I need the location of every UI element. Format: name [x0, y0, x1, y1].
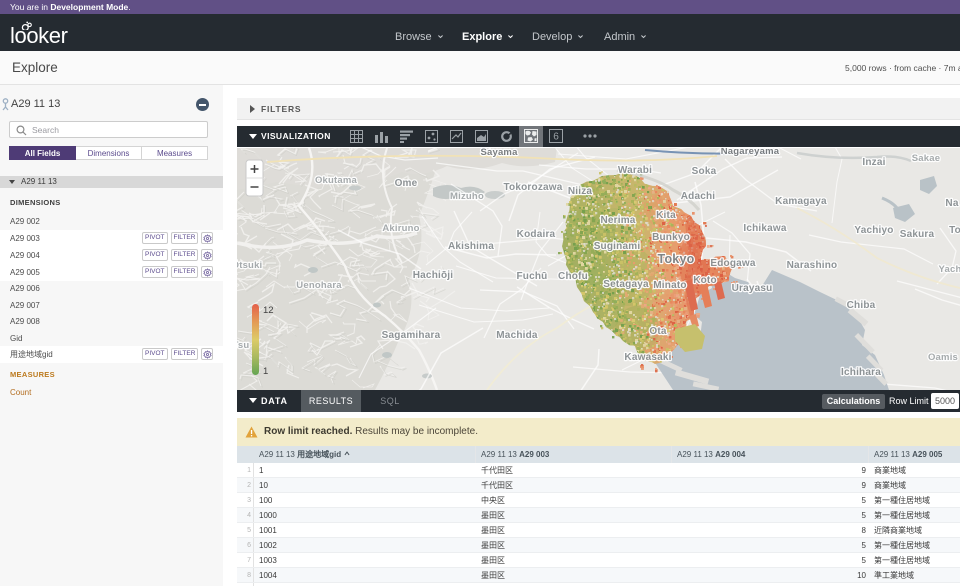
svg-text:Kodaira: Kodaira — [517, 229, 556, 240]
svg-text:Setagaya: Setagaya — [603, 279, 649, 290]
svg-text:Tsu: Tsu — [237, 340, 249, 351]
svg-text:Ome: Ome — [395, 178, 418, 189]
svg-text:Mizuho: Mizuho — [450, 191, 484, 202]
svg-text:Yach: Yach — [939, 264, 960, 275]
svg-text:1: 1 — [263, 366, 268, 377]
svg-text:To: To — [949, 225, 960, 236]
svg-text:6: 6 — [553, 132, 559, 143]
svg-text:Niiza: Niiza — [568, 186, 593, 197]
svg-text:Akishima: Akishima — [448, 241, 494, 252]
svg-text:Oamis: Oamis — [928, 352, 958, 363]
svg-text:Bunkyo: Bunkyo — [652, 232, 690, 243]
svg-text:Na: Na — [945, 198, 958, 209]
svg-text:Sakae: Sakae — [912, 153, 940, 164]
svg-text:Akiruno: Akiruno — [382, 223, 419, 234]
svg-text:Chiba: Chiba — [847, 300, 876, 311]
svg-text:Nagareyama: Nagareyama — [721, 148, 780, 157]
svg-text:Kamagaya: Kamagaya — [775, 196, 827, 207]
svg-text:Nerima: Nerima — [600, 215, 635, 226]
svg-text:Fuchū: Fuchū — [517, 271, 548, 282]
svg-text:Kawasaki: Kawasaki — [624, 352, 671, 363]
svg-text:Uenohara: Uenohara — [296, 280, 342, 291]
svg-text:Kita: Kita — [656, 210, 676, 221]
svg-text:Narashino: Narashino — [787, 260, 838, 271]
svg-text:Warabi: Warabi — [618, 165, 652, 176]
svg-text:Koto: Koto — [693, 275, 717, 286]
svg-text:Tokorozawa: Tokorozawa — [503, 182, 562, 193]
svg-text:Soka: Soka — [692, 166, 717, 177]
svg-text:Yachiyo: Yachiyo — [854, 225, 893, 236]
svg-text:Sayama: Sayama — [480, 148, 518, 158]
svg-text:Ota: Ota — [649, 326, 667, 337]
svg-text:Minato: Minato — [653, 280, 686, 291]
svg-text:Edogawa: Edogawa — [710, 258, 756, 269]
svg-text:Inzai: Inzai — [862, 157, 885, 168]
svg-text:Adachi: Adachi — [681, 191, 716, 202]
svg-text:Sagamihara: Sagamihara — [382, 330, 441, 341]
svg-text:Ichikawa: Ichikawa — [743, 223, 787, 234]
svg-text:12: 12 — [263, 305, 274, 316]
svg-text:Ōtsuki: Ōtsuki — [237, 260, 262, 271]
svg-text:Machida: Machida — [496, 330, 538, 341]
svg-text:Tokyo: Tokyo — [658, 252, 695, 266]
svg-text:Suginami: Suginami — [594, 241, 641, 252]
svg-text:Sakura: Sakura — [900, 229, 935, 240]
svg-text:Chofu: Chofu — [558, 271, 588, 282]
svg-text:Urayasu: Urayasu — [732, 283, 773, 294]
svg-text:Okutama: Okutama — [315, 175, 358, 186]
svg-text:Ichihara: Ichihara — [841, 367, 881, 378]
svg-text:Hachiōji: Hachiōji — [413, 270, 454, 281]
